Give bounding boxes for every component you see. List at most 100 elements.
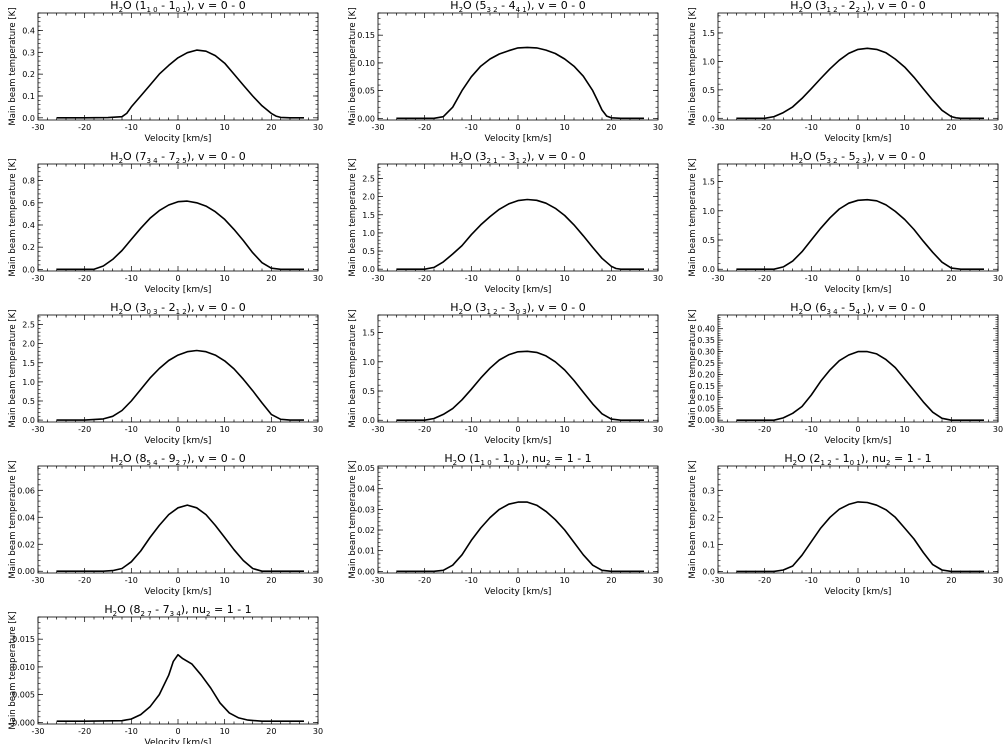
title-subscript: 1 2 bbox=[826, 6, 837, 14]
title-text: H bbox=[790, 301, 798, 314]
x-tick-label: 30 bbox=[313, 425, 323, 434]
x-tick-label: 20 bbox=[266, 425, 276, 434]
y-tick-label: 0.0 bbox=[702, 265, 715, 274]
title-subscript: 3 4 bbox=[170, 610, 182, 618]
title-text: H bbox=[450, 0, 458, 12]
spectrum-line bbox=[736, 198, 984, 271]
x-tick-label: 20 bbox=[606, 123, 616, 132]
x-tick-label: 20 bbox=[606, 425, 616, 434]
x-tick-label: 20 bbox=[606, 274, 616, 283]
y-tick-label: 0.015 bbox=[12, 635, 35, 644]
title-subscript: 4 1 bbox=[516, 6, 527, 14]
x-tick-label: 20 bbox=[946, 576, 956, 585]
spectrum-line bbox=[396, 46, 644, 120]
y-tick-label: 0.010 bbox=[12, 663, 35, 672]
x-tick-label: -10 bbox=[465, 576, 478, 585]
y-tick-label: 0.20 bbox=[697, 370, 715, 379]
y-axis-label: Main beam temperature [K] bbox=[8, 611, 18, 729]
x-tick-label: 30 bbox=[653, 425, 663, 434]
y-tick-label: 0.0 bbox=[702, 114, 715, 123]
title-text: - 1 bbox=[492, 452, 510, 465]
x-tick-label: 10 bbox=[900, 576, 910, 585]
title-text: ), v = 0 - 0 bbox=[187, 150, 246, 163]
x-tick-label: -20 bbox=[418, 425, 431, 434]
x-tick-label: 0 bbox=[175, 274, 180, 283]
plot-frame bbox=[37, 12, 319, 121]
title-subscript: 2 bbox=[459, 308, 463, 316]
x-tick-label: -20 bbox=[758, 576, 771, 585]
title-subscript: 1 2 bbox=[176, 308, 187, 316]
title-text: H bbox=[790, 0, 798, 12]
x-tick-label: 30 bbox=[313, 274, 323, 283]
title-text: O (7 bbox=[123, 150, 146, 163]
title-text: ), v = 0 - 0 bbox=[527, 150, 586, 163]
spectrum-panel-11: -30 -20 -10 0 10 20 30 0.00 0.01 0.02 0.03 0.04 0.05… bbox=[348, 452, 663, 597]
title-text: = 1 - 1 bbox=[550, 452, 591, 465]
title-text: ), v = 0 - 0 bbox=[187, 452, 246, 465]
title-subscript: 0 1 bbox=[850, 459, 861, 467]
title-subscript: 3 2 bbox=[826, 157, 837, 165]
title-text: H bbox=[110, 301, 118, 314]
x-axis-label: Velocity [km/s] bbox=[145, 134, 212, 144]
title-subscript: 2 3 bbox=[856, 157, 867, 165]
x-axis-label: Velocity [km/s] bbox=[485, 436, 552, 446]
x-tick-label: -30 bbox=[371, 576, 384, 585]
x-tick-label: -20 bbox=[78, 727, 91, 736]
x-tick-label: -10 bbox=[465, 274, 478, 283]
y-tick-label: 0.00 bbox=[357, 114, 375, 123]
spectrum-panel-3: -30 -20 -10 0 10 20 30 0.0 0.5 1.0 1.5 Velocity [km… bbox=[688, 0, 1003, 144]
spectrum-panel-7: -30 -20 -10 0 10 20 30 0.0 0.5 1.0 1.5 2.0 2.5 Veloci… bbox=[8, 301, 323, 446]
x-tick-label: 10 bbox=[220, 274, 230, 283]
x-tick-label: 20 bbox=[266, 727, 276, 736]
x-tick-label: -30 bbox=[371, 274, 384, 283]
title-subscript: 5 4 bbox=[146, 459, 158, 467]
x-axis-label: Velocity [km/s] bbox=[145, 587, 212, 597]
y-axis-label: Main beam temperature [K] bbox=[348, 158, 358, 276]
x-tick-label: 10 bbox=[900, 274, 910, 283]
x-tick-label: -20 bbox=[418, 123, 431, 132]
plot-frame bbox=[37, 163, 319, 272]
title-text: H bbox=[784, 452, 792, 465]
spectrum-line bbox=[56, 200, 304, 271]
title-text: - 7 bbox=[152, 603, 170, 616]
plot-frame bbox=[717, 465, 999, 574]
y-tick-label: 0.2 bbox=[22, 70, 35, 79]
x-tick-label: -20 bbox=[758, 123, 771, 132]
x-tick-label: -30 bbox=[31, 123, 44, 132]
spectrum-panel-13: -30 -20 -10 0 10 20 30 0.000 0.005 0.010 0.015 Velo… bbox=[8, 603, 323, 748]
x-tick-label: 10 bbox=[900, 425, 910, 434]
y-tick-label: 0.10 bbox=[357, 59, 375, 68]
y-tick-label: 0.0 bbox=[362, 265, 375, 274]
y-tick-label: 0.0 bbox=[702, 567, 715, 576]
x-tick-label: -20 bbox=[758, 425, 771, 434]
x-tick-label: 20 bbox=[266, 274, 276, 283]
y-tick-label: 0.00 bbox=[697, 416, 715, 425]
title-text: - 4 bbox=[498, 0, 516, 12]
y-tick-label: 0.5 bbox=[702, 236, 715, 245]
y-tick-label: 1.0 bbox=[22, 378, 35, 387]
title-subscript: 0 1 bbox=[176, 6, 187, 14]
title-text: ), v = 0 - 0 bbox=[867, 301, 926, 314]
x-tick-label: 10 bbox=[560, 274, 570, 283]
title-subscript: 0 3 bbox=[146, 308, 157, 316]
y-tick-label: 2.5 bbox=[22, 321, 35, 330]
x-tick-label: 10 bbox=[900, 123, 910, 132]
panel-title: H2O (11 0 - 10 1), v = 0 - 0 bbox=[110, 0, 245, 14]
y-axis-label: Main beam temperature [K] bbox=[688, 460, 698, 578]
y-tick-label: 0.5 bbox=[702, 86, 715, 95]
spectrum-panel-12: -30 -20 -10 0 10 20 30 0.0 0.1 0.2 0.3 Velocity [km… bbox=[688, 452, 1003, 597]
title-text: - 1 bbox=[832, 452, 850, 465]
x-tick-label: 30 bbox=[653, 576, 663, 585]
x-tick-label: 10 bbox=[220, 727, 230, 736]
x-tick-label: 30 bbox=[993, 274, 1003, 283]
spectrum-line bbox=[56, 49, 304, 119]
y-tick-label: 1.5 bbox=[362, 329, 375, 338]
y-tick-label: 0.00 bbox=[357, 567, 375, 576]
title-text: H bbox=[444, 452, 452, 465]
spectrum-line bbox=[396, 350, 644, 422]
title-subscript: 2 bbox=[799, 6, 803, 14]
x-tick-label: 0 bbox=[855, 274, 860, 283]
panel-title: H2O (31 2 - 30 3), v = 0 - 0 bbox=[450, 301, 585, 316]
y-tick-label: 1.5 bbox=[702, 29, 715, 38]
y-tick-label: 0.4 bbox=[22, 221, 35, 230]
